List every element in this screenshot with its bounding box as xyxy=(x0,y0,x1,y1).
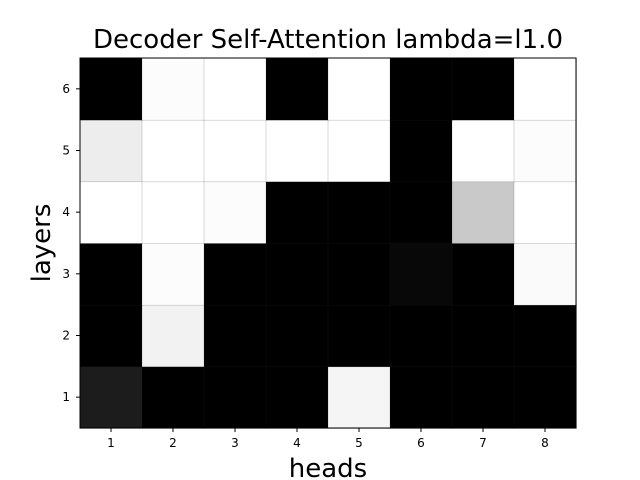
heatmap-cell-layer-1-head-6 xyxy=(389,366,453,429)
heatmap-cell-layer-3-head-7 xyxy=(451,242,515,306)
heatmap-cell-layer-5-head-4 xyxy=(265,119,329,183)
plot-frame xyxy=(79,57,577,429)
heatmap-cell-layer-3-head-6 xyxy=(389,242,453,306)
y-axis-label: layers xyxy=(27,204,57,283)
heatmap-cell-layer-4-head-7 xyxy=(451,181,515,244)
y-tick-label-2: 2 xyxy=(62,329,70,343)
heatmap-cell-layer-5-head-3 xyxy=(203,119,267,183)
heatmap-cell-layer-6-head-4 xyxy=(265,57,329,121)
chart-title: Decoder Self-Attention lambda=l1.0 xyxy=(93,25,563,55)
y-tick-label-3: 3 xyxy=(62,267,70,281)
heatmap-cell-layer-6-head-8 xyxy=(513,57,577,121)
heatmap-cell-layer-6-head-2 xyxy=(141,57,205,121)
heatmap-cell-layer-3-head-4 xyxy=(265,242,329,306)
heatmap-cell-layer-5-head-8 xyxy=(513,119,577,183)
heatmap-cell-layer-1-head-4 xyxy=(265,366,329,429)
heatmap-cell-layer-1-head-8 xyxy=(513,366,577,429)
heatmap-cell-layer-2-head-1 xyxy=(79,304,143,368)
heatmap-cell-layer-1-head-2 xyxy=(141,366,205,429)
heatmap-cell-layer-3-head-5 xyxy=(327,242,391,306)
heatmap-cell-layer-4-head-4 xyxy=(265,181,329,244)
x-axis-label: heads xyxy=(289,454,367,480)
heatmap-cell-layer-4-head-8 xyxy=(513,181,577,244)
heatmap-cell-layer-5-head-5 xyxy=(327,119,391,183)
heatmap-cell-layer-6-head-7 xyxy=(451,57,515,121)
x-tick-label-2: 2 xyxy=(169,436,177,450)
heatmap-cell-layer-1-head-5 xyxy=(327,366,391,429)
y-tick-label-6: 6 xyxy=(62,82,70,96)
x-tick-label-3: 3 xyxy=(231,436,239,450)
heatmap-cell-layer-5-head-7 xyxy=(451,119,515,183)
x-tick-label-5: 5 xyxy=(355,436,363,450)
x-tick-label-8: 8 xyxy=(541,436,549,450)
heatmap-cell-layer-5-head-6 xyxy=(389,119,453,183)
y-tick-label-4: 4 xyxy=(62,205,70,219)
heatmap-cell-layer-2-head-8 xyxy=(513,304,577,368)
x-axis-ticks: 1 2 3 4 5 6 7 8 xyxy=(107,428,549,450)
heatmap-cell-layer-3-head-1 xyxy=(79,242,143,306)
y-tick-label-5: 5 xyxy=(62,144,70,158)
heatmap-cell-layer-2-head-6 xyxy=(389,304,453,368)
heatmap-cell-layer-2-head-4 xyxy=(265,304,329,368)
heatmap-cell-layer-1-head-1 xyxy=(79,366,143,429)
heatmap-cell-layer-2-head-2 xyxy=(141,304,205,368)
y-tick-label-1: 1 xyxy=(62,390,70,404)
x-tick-label-4: 4 xyxy=(293,436,301,450)
heatmap-cell-layer-6-head-3 xyxy=(203,57,267,121)
heatmap-cell-layer-5-head-2 xyxy=(141,119,205,183)
heatmap-cell-layer-4-head-3 xyxy=(203,181,267,244)
heatmap-cell-layer-4-head-5 xyxy=(327,181,391,244)
heatmap-cell-layer-3-head-3 xyxy=(203,242,267,306)
x-tick-label-6: 6 xyxy=(417,436,425,450)
heatmap-cell-layer-1-head-7 xyxy=(451,366,515,429)
heatmap-cell-layer-1-head-3 xyxy=(203,366,267,429)
heatmap-cell-layer-6-head-6 xyxy=(389,57,453,121)
heatmap-cell-layer-2-head-5 xyxy=(327,304,391,368)
heatmap-cell-layer-6-head-1 xyxy=(79,57,143,121)
heatmap-cell-layer-4-head-1 xyxy=(79,181,143,244)
heatmap-cell-layer-2-head-3 xyxy=(203,304,267,368)
x-tick-label-7: 7 xyxy=(479,436,487,450)
heatmap-cell-layer-2-head-7 xyxy=(451,304,515,368)
heatmap-cell-layer-6-head-5 xyxy=(327,57,391,121)
heatmap-cell-layer-5-head-1 xyxy=(79,119,143,183)
y-axis-ticks: 1 2 3 4 5 6 xyxy=(62,82,80,404)
heatmap-cell-layer-3-head-8 xyxy=(513,242,577,306)
heatmap-cell-layer-4-head-2 xyxy=(141,181,205,244)
heatmap-cell-layer-4-head-6 xyxy=(389,181,453,244)
x-tick-label-1: 1 xyxy=(107,436,115,450)
heatmap-cells xyxy=(79,57,577,429)
heatmap-cell-layer-3-head-2 xyxy=(141,242,205,306)
